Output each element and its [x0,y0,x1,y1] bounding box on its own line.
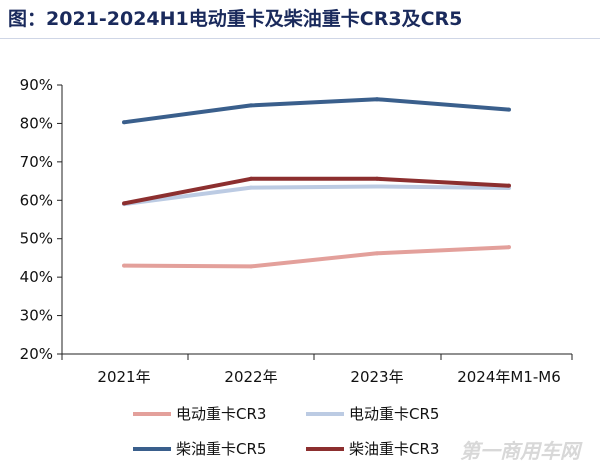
y-tick-label: 60% [20,191,53,209]
x-tick-label: 2024年M1-M6 [457,368,561,386]
legend-label: 柴油重卡CR5 [176,440,266,458]
data-point [122,120,126,125]
y-tick-label: 30% [20,307,53,325]
watermark-text: 第一商用车网 [460,439,583,463]
data-point [375,176,379,181]
data-point [375,97,379,102]
data-point [249,176,253,181]
series-line-2 [123,184,510,207]
x-tick-label: 2021年 [97,368,150,386]
series-line-1 [123,245,510,269]
y-tick-label: 90% [20,76,53,94]
y-tick-label: 80% [20,114,53,132]
chart-title: 图：2021-2024H1电动重卡及柴油重卡CR3及CR5 [8,8,463,30]
y-tick-label: 70% [20,153,53,171]
data-point [507,183,511,188]
series-line-4 [123,176,510,206]
legend-label: 电动重卡CR3 [176,405,266,423]
x-tick-label: 2022年 [224,368,277,386]
legend-label: 电动重卡CR5 [349,405,439,423]
data-point [249,185,253,190]
data-point [375,251,379,256]
data-point [375,184,379,189]
y-tick-label: 50% [20,230,53,248]
data-point [249,264,253,269]
data-point [507,107,511,112]
series-line-3 [123,97,510,125]
y-tick-label: 40% [20,268,53,286]
legend-label: 柴油重卡CR3 [349,440,439,458]
data-point [122,201,126,206]
chart-axes: 20% 30% 40% 50% 60% 70% 80% 90% 2021年 2022年 2023年 2… [20,76,573,386]
chart-legend: 电动重卡CR3 电动重卡CR5 柴油重卡CR5 柴油重卡CR3 [133,405,439,458]
x-tick-label: 2023年 [350,368,403,386]
chart-series [122,97,511,269]
title-divider [0,38,600,39]
data-point [122,263,126,268]
data-point [249,103,253,108]
y-tick-label: 20% [20,345,53,363]
data-point [507,245,511,250]
